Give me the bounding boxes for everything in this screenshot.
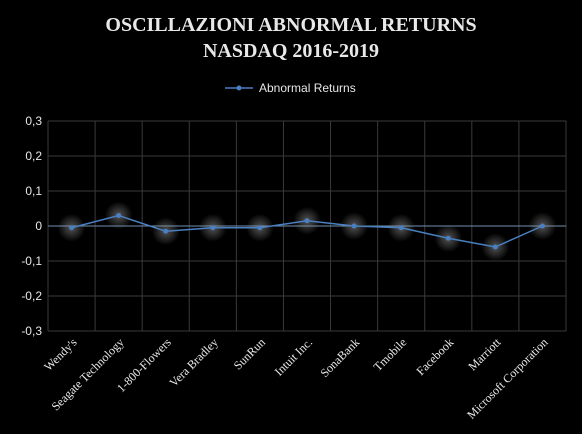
y-tick-label: 0,2 [25, 149, 42, 163]
y-tick-label: -0,2 [21, 289, 42, 303]
y-tick-label: 0,1 [25, 184, 42, 198]
data-point [445, 235, 451, 241]
data-point [351, 223, 357, 229]
data-point [69, 225, 75, 231]
data-point [163, 228, 169, 234]
chart-title-line-2: NASDAQ 2016-2019 [203, 40, 379, 62]
data-point [257, 225, 263, 231]
legend: Abnormal Returns [225, 81, 356, 95]
y-tick-label: 0 [35, 219, 42, 233]
data-point [398, 225, 404, 231]
data-point [539, 223, 545, 229]
chart-title-line-1: OSCILLAZIONI ABNORMAL RETURNS [105, 14, 476, 36]
y-tick-label: -0,3 [21, 324, 42, 338]
data-point [304, 218, 310, 224]
y-tick-label: 0,3 [25, 114, 42, 128]
data-point [210, 225, 216, 231]
y-tick-label: -0,1 [21, 254, 42, 268]
legend-marker-swatch [236, 85, 242, 91]
data-point [116, 213, 122, 218]
data-point [492, 244, 498, 250]
legend-label: Abnormal Returns [259, 81, 356, 95]
